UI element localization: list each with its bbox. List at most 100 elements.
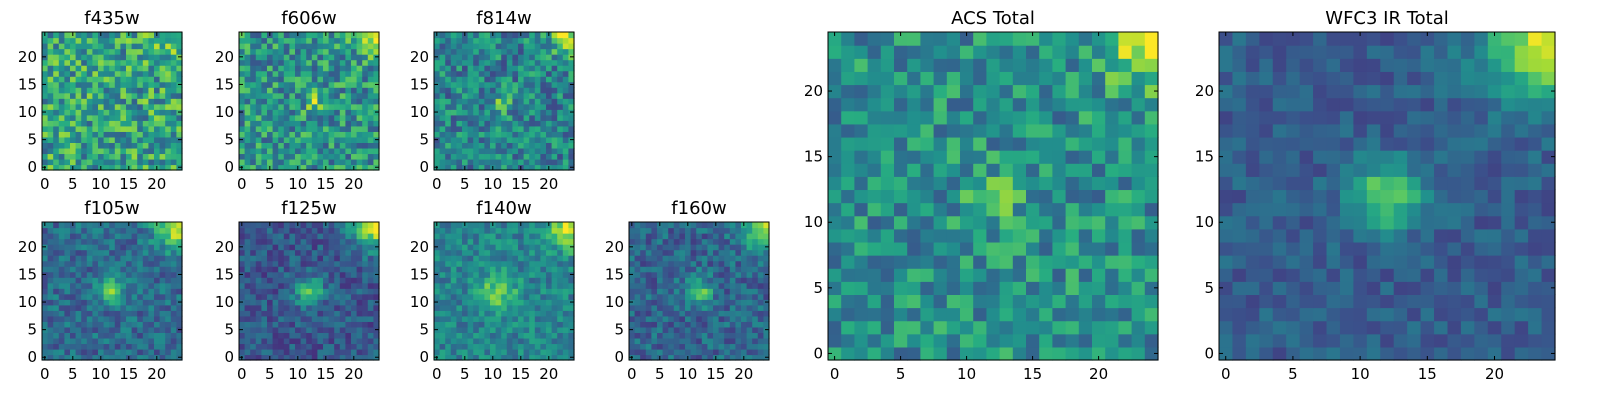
heatmap-cell (300, 326, 307, 333)
heatmap-cell (154, 43, 161, 50)
heatmap-cell (120, 109, 127, 116)
heatmap-cell (250, 76, 257, 83)
heatmap-cell (154, 238, 161, 245)
heatmap-cell (960, 255, 974, 269)
heatmap-cell (92, 32, 99, 39)
heatmap-cell (131, 43, 138, 50)
heatmap-cell (986, 241, 1001, 256)
heatmap-cell (568, 158, 575, 166)
heatmap-cell (640, 222, 647, 229)
heatmap-cell (323, 249, 330, 256)
heatmap-cell (854, 176, 869, 191)
heatmap-cell (261, 81, 268, 88)
heatmap-cell (170, 326, 177, 333)
heatmap-cell (506, 142, 513, 149)
heatmap-cell (1078, 163, 1093, 177)
heatmap-cell (250, 54, 257, 61)
heatmap-cell (244, 142, 251, 149)
heatmap-cell (86, 244, 93, 251)
heatmap-cell (81, 238, 88, 245)
heatmap-cell (450, 70, 457, 77)
heatmap-cell (551, 114, 558, 121)
heatmap-cell (529, 59, 536, 66)
heatmap-cell (244, 32, 251, 39)
heatmap-cell (323, 288, 330, 295)
heatmap-cell (86, 32, 93, 39)
heatmap-cell (317, 65, 324, 72)
heatmap-cell (42, 48, 49, 55)
heatmap-cell (673, 299, 680, 306)
heatmap-cell (75, 147, 82, 155)
heatmap-cell (986, 215, 1001, 230)
heatmap-cell (546, 266, 553, 273)
heatmap-cell (450, 244, 457, 251)
heatmap-cell (272, 233, 279, 240)
heatmap-cell (540, 59, 547, 66)
heatmap-cell (662, 293, 669, 300)
heatmap-cell (439, 304, 446, 311)
heatmap-cell (999, 189, 1014, 204)
heatmap-cell (907, 281, 921, 295)
heatmap-cell (148, 103, 155, 110)
heatmap-cell (58, 227, 65, 234)
heatmap-cell (154, 37, 161, 44)
heatmap-cell (518, 43, 525, 50)
heatmap-cell (367, 142, 374, 149)
heatmap-cell (668, 337, 675, 345)
heatmap-cell (267, 282, 274, 289)
heatmap-cell (629, 304, 636, 311)
heatmap-cell (165, 249, 172, 256)
heatmap-cell (434, 48, 441, 55)
heatmap-cell (467, 136, 474, 143)
heatmap-cell (261, 147, 268, 155)
heatmap-cell (651, 326, 658, 333)
heatmap-cell (53, 158, 60, 166)
heatmap-cell (278, 343, 285, 350)
heatmap-cell (137, 158, 144, 166)
heatmap-cell (456, 70, 463, 77)
heatmap-cell (300, 109, 307, 116)
heatmap-cell (289, 109, 296, 116)
heatmap-cell (701, 310, 708, 317)
heatmap-cell (523, 277, 530, 284)
heatmap-cell (735, 255, 742, 262)
heatmap-cell (484, 54, 491, 61)
heatmap-cell (126, 348, 133, 356)
heatmap-cell (255, 109, 262, 116)
heatmap-cell (828, 176, 842, 191)
heatmap-cell (142, 37, 149, 44)
heatmap-cell (707, 277, 714, 284)
heatmap-cell (351, 65, 358, 72)
heatmap-cell (142, 304, 149, 311)
heatmap-cell (131, 103, 138, 110)
heatmap-cell (501, 315, 508, 322)
heatmap-cell (92, 326, 99, 333)
heatmap-cell (467, 120, 474, 127)
heatmap-cell (170, 238, 177, 245)
heatmap-cell (450, 48, 457, 55)
heatmap-cell (109, 255, 116, 262)
heatmap-cell (114, 136, 121, 143)
heatmap-cell (518, 114, 525, 121)
heatmap-cell (345, 260, 352, 267)
heatmap-cell (718, 299, 725, 306)
heatmap-cell (434, 266, 441, 273)
heatmap-cell (311, 227, 318, 234)
heatmap-cell (685, 299, 692, 306)
heatmap-cell (557, 293, 564, 300)
heatmap-cell (131, 238, 138, 245)
heatmap-cell (103, 321, 110, 328)
heatmap-cell (148, 238, 155, 245)
heatmap-cell (651, 343, 658, 350)
heatmap-cell (334, 321, 341, 328)
heatmap-cell (445, 304, 452, 311)
heatmap-cell (668, 277, 675, 284)
heatmap-cell (690, 343, 697, 350)
heatmap-cell (445, 260, 452, 267)
heatmap-cell (131, 260, 138, 267)
heatmap-cell (445, 354, 452, 361)
heatmap-cell (283, 48, 290, 55)
heatmap-cell (289, 70, 296, 77)
heatmap-cell (540, 233, 547, 240)
heatmap-cell (47, 255, 54, 262)
